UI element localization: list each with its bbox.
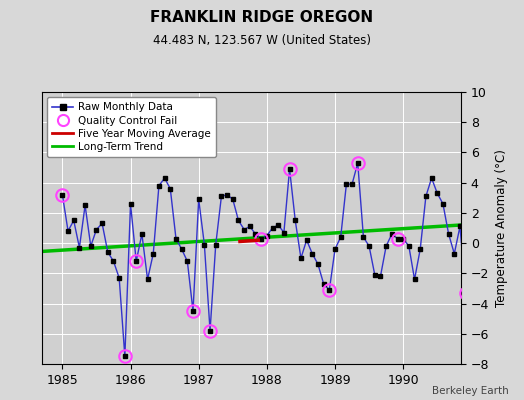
Text: Berkeley Earth: Berkeley Earth (432, 386, 508, 396)
Y-axis label: Temperature Anomaly (°C): Temperature Anomaly (°C) (495, 149, 508, 307)
Text: FRANKLIN RIDGE OREGON: FRANKLIN RIDGE OREGON (150, 10, 374, 25)
Legend: Raw Monthly Data, Quality Control Fail, Five Year Moving Average, Long-Term Tren: Raw Monthly Data, Quality Control Fail, … (47, 97, 216, 157)
Text: 44.483 N, 123.567 W (United States): 44.483 N, 123.567 W (United States) (153, 34, 371, 47)
